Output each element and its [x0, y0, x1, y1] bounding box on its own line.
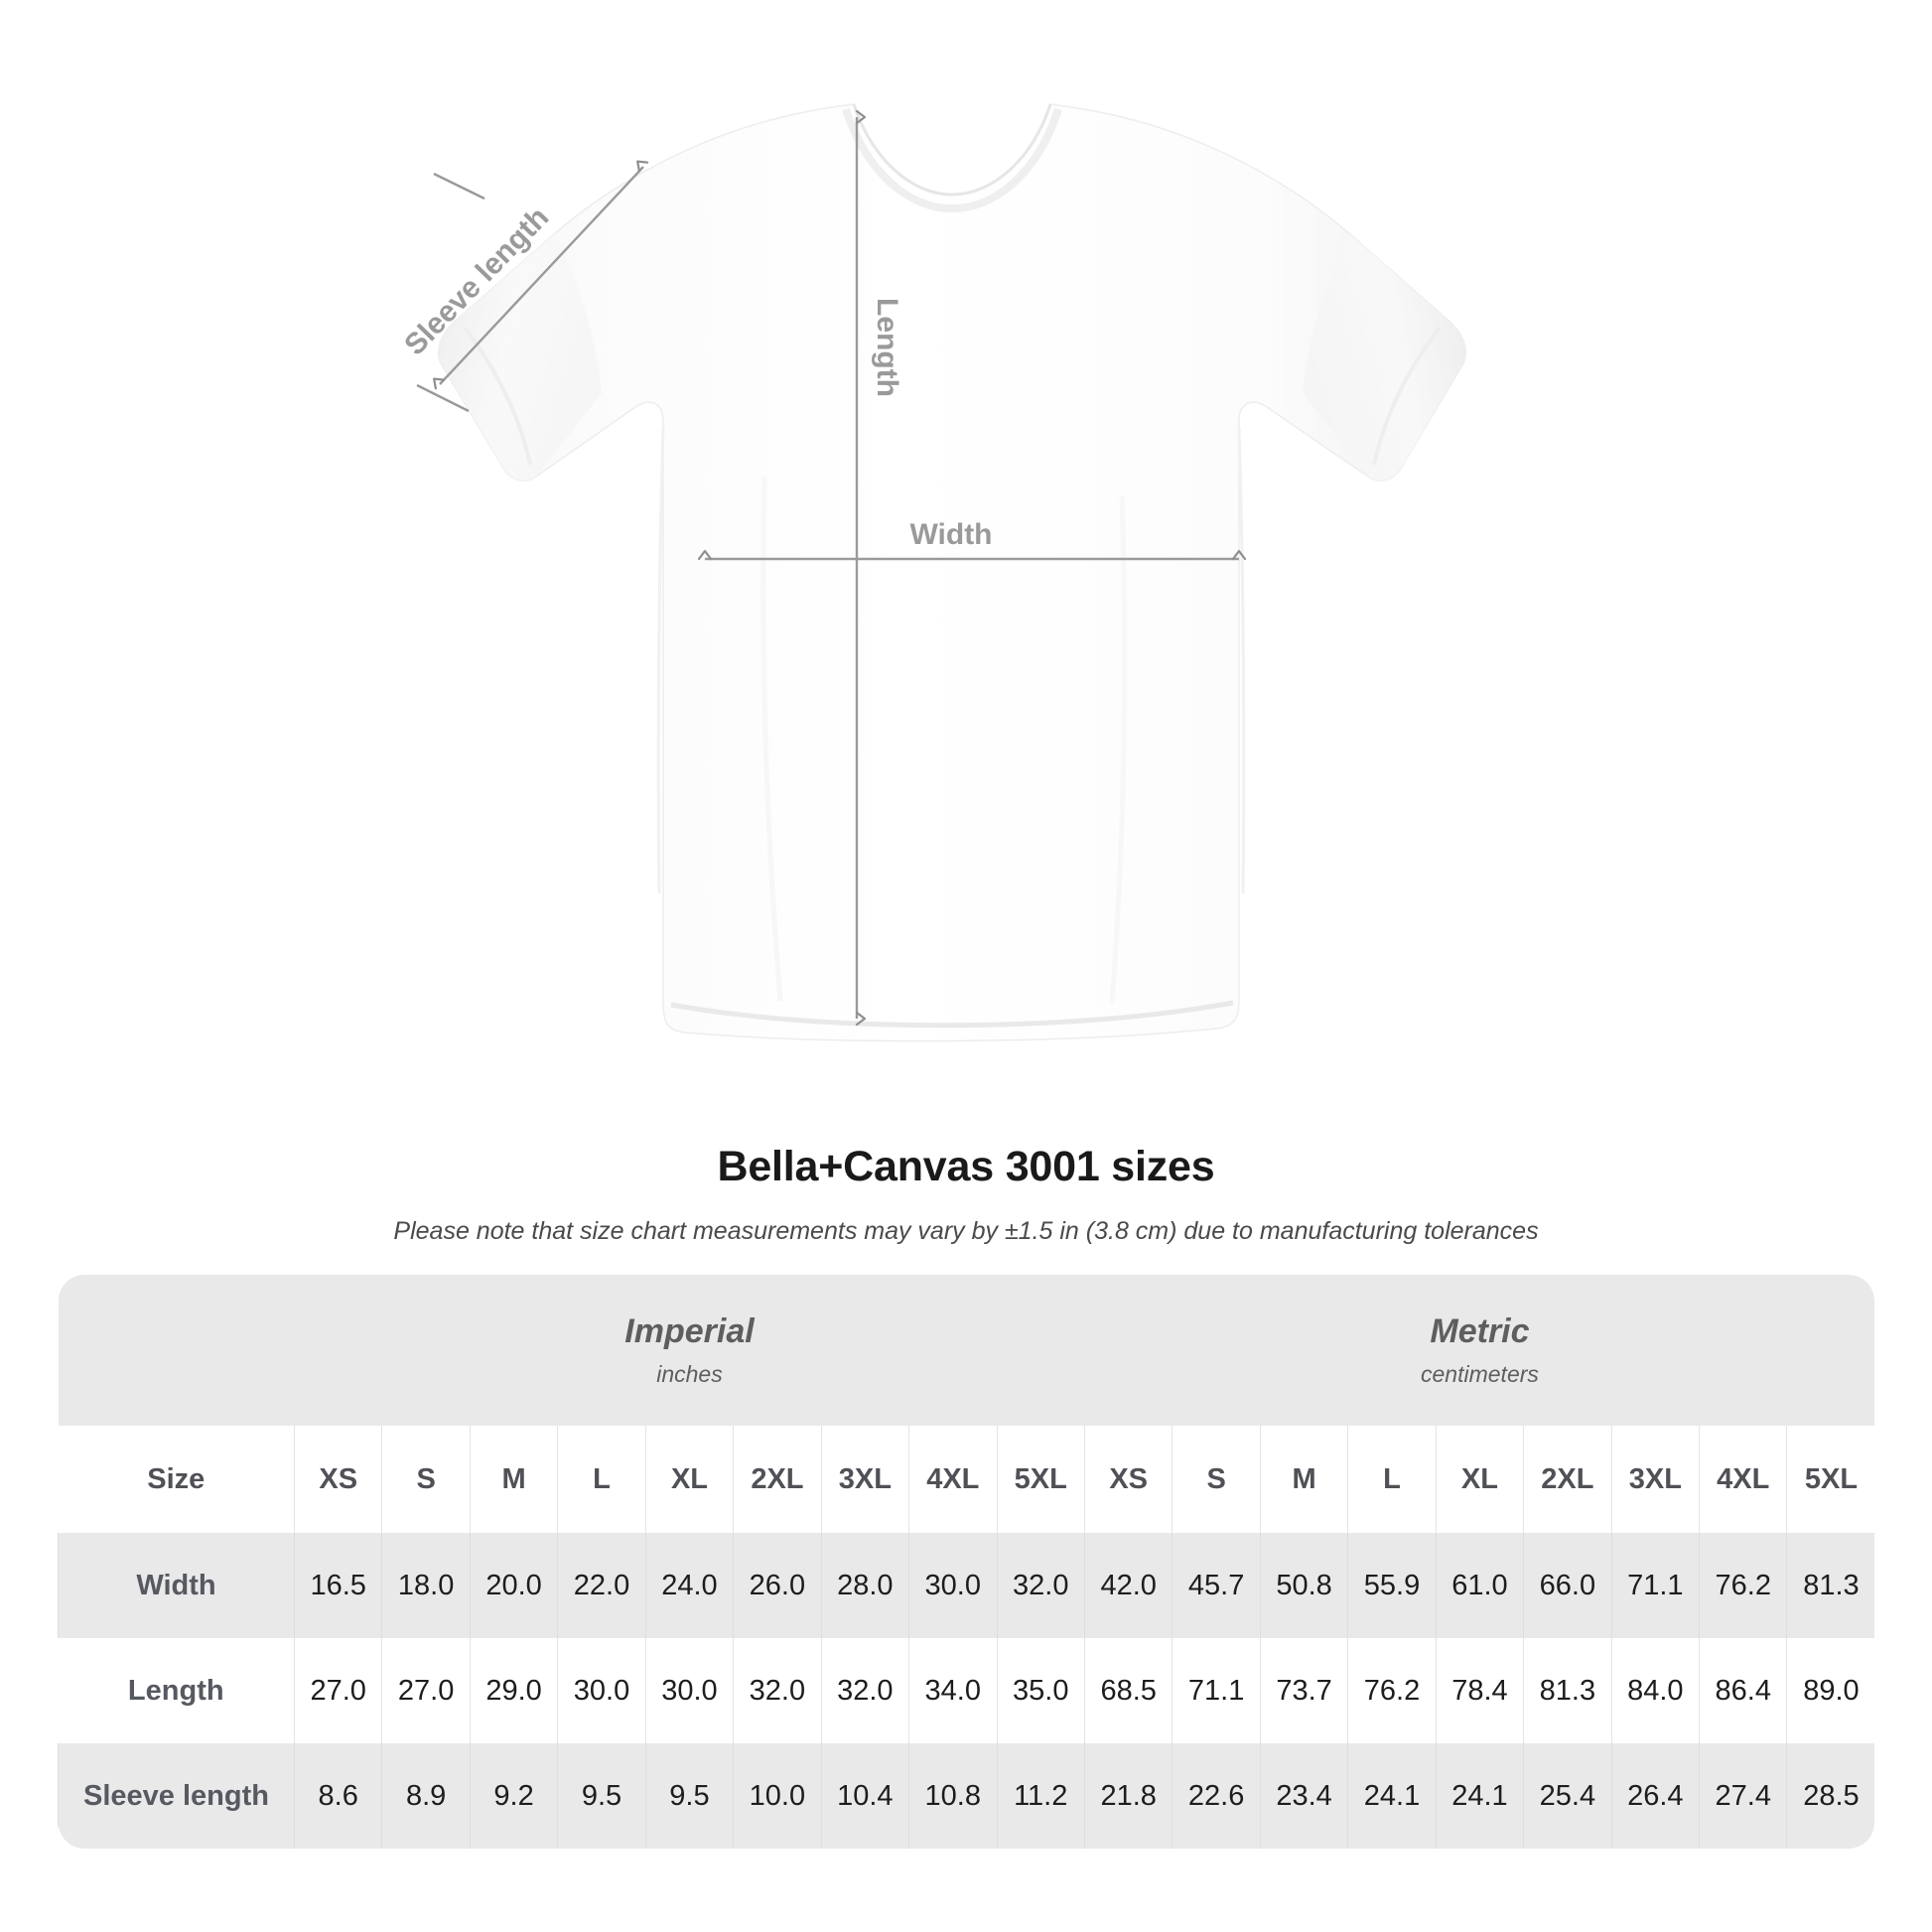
cell-length-metric-l: 76.2 [1347, 1638, 1437, 1743]
size-header-metric-4xl: 4XL [1699, 1426, 1787, 1533]
cell-sleeve-length-imperial-l: 9.5 [557, 1743, 646, 1849]
row-label-header: Size [58, 1426, 295, 1533]
size-header-imperial-xl: XL [644, 1426, 734, 1533]
cell-width-metric-l: 55.9 [1347, 1533, 1437, 1638]
size-header-metric-m: M [1259, 1426, 1348, 1533]
row-label-length: Length [58, 1638, 295, 1743]
cell-width-imperial-4xl: 30.0 [908, 1533, 997, 1638]
unit-band-metric: Metric centimeters [1084, 1275, 1875, 1426]
table-row: Width 16.5 18.0 20.0 22.0 24.0 26.0 28.0 30.0 32.… [58, 1533, 1875, 1638]
cell-length-metric-xl: 78.4 [1435, 1638, 1524, 1743]
cell-length-imperial-s: 27.0 [381, 1638, 471, 1743]
annotation-width: Width [705, 518, 1239, 561]
cell-length-imperial-xl: 30.0 [644, 1638, 734, 1743]
size-header-metric-3xl: 3XL [1610, 1426, 1700, 1533]
size-header-imperial-s: S [381, 1426, 471, 1533]
size-chart-table-wrap: Imperial inches Metric centimeters Size X… [58, 1275, 1875, 1849]
annotation-label-width: Width [909, 518, 992, 551]
cell-width-metric-4xl: 76.2 [1699, 1533, 1787, 1638]
row-label-sleeve-length: Sleeve length [58, 1743, 295, 1849]
table-row: Sleeve length 8.6 8.9 9.2 9.5 9.5 10.0 10.4 10.8… [58, 1743, 1875, 1849]
annotation-label-length: Length [871, 298, 903, 397]
cell-sleeve-length-metric-l: 24.1 [1347, 1743, 1437, 1849]
cell-length-imperial-l: 30.0 [557, 1638, 646, 1743]
page-title: Bella+Canvas 3001 sizes [717, 1143, 1215, 1190]
cell-width-imperial-xs: 16.5 [293, 1533, 382, 1638]
cell-sleeve-length-metric-3xl: 26.4 [1610, 1743, 1700, 1849]
size-header-metric-5xl: 5XL [1786, 1426, 1875, 1533]
unit-band-spacer [58, 1275, 295, 1426]
cell-width-metric-xs: 42.0 [1083, 1533, 1173, 1638]
size-header-metric-xs: XS [1083, 1426, 1173, 1533]
cell-width-imperial-xl: 24.0 [644, 1533, 734, 1638]
size-header-imperial-m: M [469, 1426, 558, 1533]
cell-sleeve-length-imperial-4xl: 10.8 [908, 1743, 997, 1849]
cell-sleeve-length-metric-m: 23.4 [1259, 1743, 1348, 1849]
cell-length-metric-xs: 68.5 [1083, 1638, 1173, 1743]
size-header-imperial-2xl: 2XL [733, 1426, 822, 1533]
cell-width-imperial-5xl: 32.0 [996, 1533, 1085, 1638]
cell-sleeve-length-imperial-xl: 9.5 [644, 1743, 734, 1849]
cell-sleeve-length-metric-2xl: 25.4 [1523, 1743, 1612, 1849]
size-header-imperial-3xl: 3XL [820, 1426, 909, 1533]
cell-length-metric-5xl: 89.0 [1786, 1638, 1875, 1743]
cell-width-imperial-m: 20.0 [469, 1533, 558, 1638]
size-header-metric-l: L [1347, 1426, 1437, 1533]
cell-width-metric-2xl: 66.0 [1523, 1533, 1612, 1638]
cell-width-metric-s: 45.7 [1172, 1533, 1261, 1638]
cell-width-imperial-s: 18.0 [381, 1533, 471, 1638]
cell-length-imperial-2xl: 32.0 [733, 1638, 822, 1743]
cell-sleeve-length-metric-xl: 24.1 [1435, 1743, 1524, 1849]
size-header-metric-2xl: 2XL [1523, 1426, 1612, 1533]
cell-sleeve-length-imperial-m: 9.2 [469, 1743, 558, 1849]
cell-width-metric-3xl: 71.1 [1610, 1533, 1700, 1638]
row-label-width: Width [58, 1533, 295, 1638]
unit-band-imperial: Imperial inches [294, 1275, 1085, 1426]
cell-length-metric-4xl: 86.4 [1699, 1638, 1787, 1743]
cell-width-metric-m: 50.8 [1259, 1533, 1348, 1638]
cell-length-imperial-4xl: 34.0 [908, 1638, 997, 1743]
cell-length-imperial-3xl: 32.0 [820, 1638, 909, 1743]
cell-width-imperial-3xl: 28.0 [820, 1533, 909, 1638]
unit-name-metric: Metric [1430, 1311, 1530, 1350]
unit-sub-imperial: inches [656, 1361, 723, 1388]
cell-sleeve-length-metric-s: 22.6 [1172, 1743, 1261, 1849]
cell-length-metric-3xl: 84.0 [1610, 1638, 1700, 1743]
cell-length-imperial-5xl: 35.0 [996, 1638, 1085, 1743]
cell-length-metric-2xl: 81.3 [1523, 1638, 1612, 1743]
heading-block: Bella+Canvas 3001 sizes Please note that… [0, 1142, 1932, 1247]
size-header-metric-s: S [1172, 1426, 1261, 1533]
cell-width-imperial-l: 22.0 [557, 1533, 646, 1638]
size-chart-table: Imperial inches Metric centimeters Size X… [58, 1275, 1875, 1849]
cell-length-metric-m: 73.7 [1259, 1638, 1348, 1743]
size-header-imperial-5xl: 5XL [996, 1426, 1085, 1533]
tolerance-note: Please note that size chart measurements… [393, 1216, 1539, 1245]
cell-length-metric-s: 71.1 [1172, 1638, 1261, 1743]
cell-sleeve-length-imperial-5xl: 11.2 [996, 1743, 1085, 1849]
cell-sleeve-length-imperial-s: 8.9 [381, 1743, 471, 1849]
size-header-imperial-xs: XS [293, 1426, 382, 1533]
cell-sleeve-length-imperial-2xl: 10.0 [733, 1743, 822, 1849]
cell-sleeve-length-imperial-xs: 8.6 [293, 1743, 382, 1849]
size-header-imperial-l: L [557, 1426, 646, 1533]
annotation-length: Length [855, 117, 903, 1019]
tshirt-body-shape [437, 103, 1467, 1042]
cell-length-imperial-xs: 27.0 [293, 1638, 382, 1743]
unit-band-row: Imperial inches Metric centimeters [58, 1275, 1875, 1426]
unit-name-imperial: Imperial [624, 1311, 755, 1350]
size-header-imperial-4xl: 4XL [908, 1426, 997, 1533]
cell-width-metric-5xl: 81.3 [1786, 1533, 1875, 1638]
cell-sleeve-length-imperial-3xl: 10.4 [820, 1743, 909, 1849]
table-row: Length 27.0 27.0 29.0 30.0 30.0 32.0 32.0 34.0 35… [58, 1638, 1875, 1743]
cell-width-imperial-2xl: 26.0 [733, 1533, 822, 1638]
tshirt-illustration: Sleeve length Length Width [398, 103, 1467, 1042]
size-header-row: Size XS S M L XL 2XL 3XL 4XL 5XL XS S M L XL 2XL 3XL 4XL 5… [58, 1426, 1875, 1533]
cell-sleeve-length-metric-xs: 21.8 [1083, 1743, 1173, 1849]
cell-sleeve-length-metric-5xl: 28.5 [1786, 1743, 1875, 1849]
size-header-metric-xl: XL [1435, 1426, 1524, 1533]
unit-sub-metric: centimeters [1421, 1361, 1539, 1388]
cell-sleeve-length-metric-4xl: 27.4 [1699, 1743, 1787, 1849]
cell-length-imperial-m: 29.0 [469, 1638, 558, 1743]
cell-width-metric-xl: 61.0 [1435, 1533, 1524, 1638]
